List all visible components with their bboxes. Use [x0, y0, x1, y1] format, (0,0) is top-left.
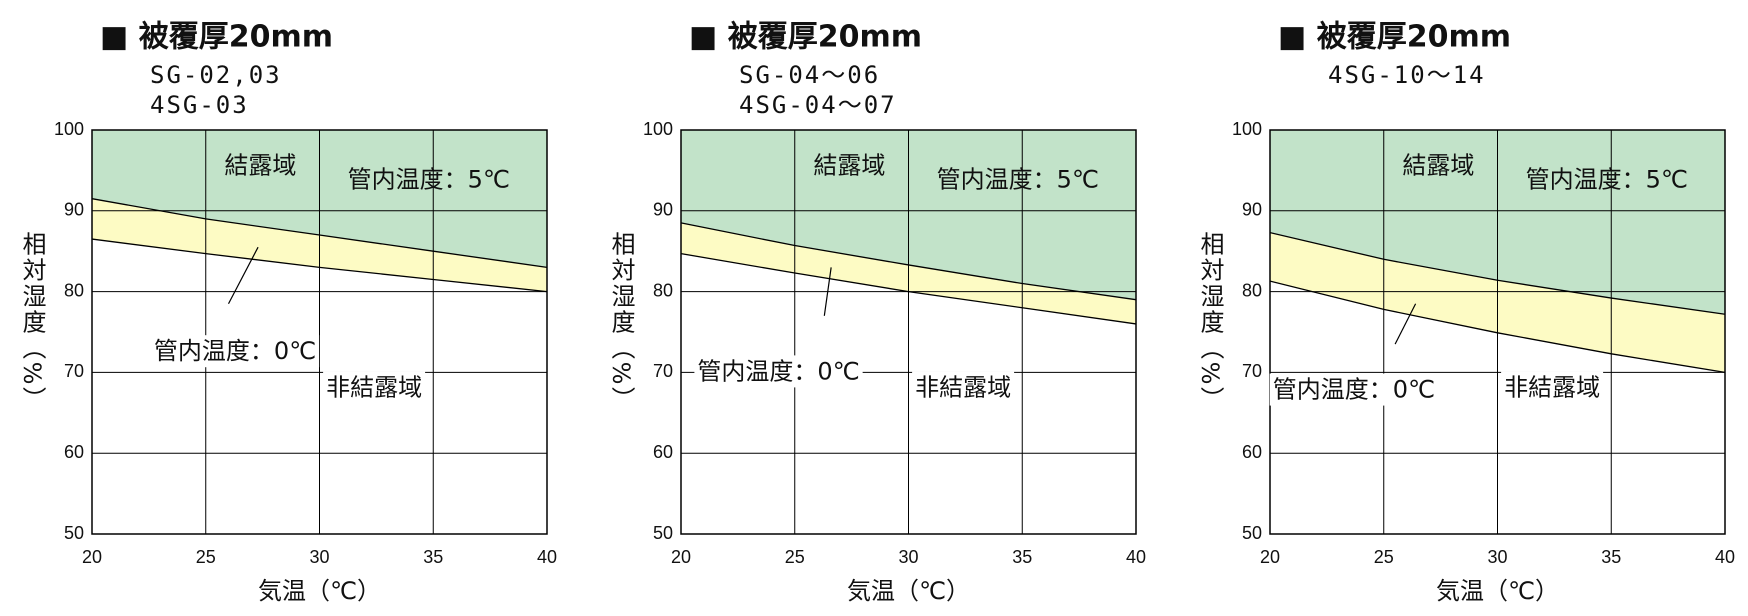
series-label: 管内温度：5℃ [348, 166, 510, 194]
region-label: 結露域 [813, 151, 885, 179]
chart-title: ■ 被覆厚20mm [100, 20, 333, 55]
series-label: 管内温度：5℃ [937, 166, 1099, 194]
y-tick-label: 100 [54, 119, 84, 139]
curve [680, 252, 1137, 325]
x-tick-label: 35 [1601, 547, 1621, 567]
pointer [227, 246, 259, 304]
plot-frame [1269, 129, 1726, 535]
plot-frame [91, 129, 548, 535]
chart: ■ 被覆厚20mm 4SG-10～14 50 60 70 80 90 100 20 25 30 35 4… [1196, 20, 1735, 606]
x-axis-label: 気温（℃） [847, 577, 970, 605]
x-tick-label: 40 [1126, 547, 1146, 567]
pointer [823, 267, 832, 316]
curve [91, 238, 548, 293]
x-tick-label: 40 [537, 547, 557, 567]
chart-title: ■ 被覆厚20mm [689, 20, 922, 55]
y-tick-label: 70 [1242, 361, 1262, 381]
y-axis-label: 相対湿度（%） [607, 232, 635, 413]
y-tick-label: 90 [64, 200, 84, 220]
chart-subtitle: SG-02,03 [150, 61, 282, 89]
region-label: 結露域 [1402, 151, 1474, 179]
series-label: 管内温度：5℃ [1526, 166, 1688, 194]
chart-subtitle: 4SG-03 [150, 91, 249, 119]
x-tick-label: 20 [82, 547, 102, 567]
label-bg [150, 335, 320, 368]
y-tick-label: 90 [653, 200, 673, 220]
y-tick-label: 50 [1242, 523, 1262, 543]
region-label: 非結露域 [1504, 374, 1600, 402]
y-axis-label: 相対湿度（%） [1196, 232, 1224, 413]
label-bg [323, 371, 426, 404]
series-label: 管内温度：0℃ [154, 337, 316, 365]
curve [680, 222, 1137, 301]
chart-subtitle: SG-04～06 [739, 61, 880, 89]
x-tick-label: 40 [1715, 547, 1735, 567]
x-tick-label: 25 [1374, 547, 1394, 567]
y-tick-label: 50 [64, 523, 84, 543]
x-tick-label: 30 [898, 547, 918, 567]
curve [1269, 231, 1726, 315]
x-tick-label: 35 [1012, 547, 1032, 567]
y-tick-label: 60 [1242, 442, 1262, 462]
curve [1269, 280, 1726, 374]
y-tick-label: 100 [643, 119, 673, 139]
chart-subtitle: 4SG-10～14 [1328, 61, 1486, 89]
series-label: 管内温度：0℃ [1273, 376, 1435, 404]
curve [91, 198, 548, 269]
y-tick-label: 60 [64, 442, 84, 462]
x-tick-label: 20 [671, 547, 691, 567]
x-tick-label: 25 [196, 547, 216, 567]
chart-subtitle: 4SG-04～07 [739, 91, 897, 119]
x-tick-label: 25 [785, 547, 805, 567]
plot-frame [680, 129, 1137, 535]
x-axis-label: 気温（℃） [258, 577, 381, 605]
y-tick-label: 70 [653, 361, 673, 381]
x-tick-label: 20 [1260, 547, 1280, 567]
region-label: 非結露域 [915, 374, 1011, 402]
label-bg [1269, 373, 1438, 406]
y-tick-label: 60 [653, 442, 673, 462]
y-tick-label: 80 [1242, 280, 1262, 300]
x-tick-label: 30 [309, 547, 329, 567]
region-label: 非結露域 [326, 374, 422, 402]
label-bg [912, 371, 1015, 404]
x-tick-label: 30 [1487, 547, 1507, 567]
pointer [1394, 303, 1417, 345]
y-tick-label: 70 [64, 361, 84, 381]
label-bg [1501, 371, 1604, 404]
y-axis-label: 相対湿度（%） [18, 232, 46, 413]
y-tick-label: 80 [653, 280, 673, 300]
y-tick-label: 50 [653, 523, 673, 543]
y-tick-label: 80 [64, 280, 84, 300]
y-tick-label: 100 [1232, 119, 1262, 139]
y-tick-label: 90 [1242, 200, 1262, 220]
region-label: 結露域 [224, 151, 296, 179]
x-axis-label: 気温（℃） [1436, 577, 1559, 605]
label-bg [694, 355, 863, 388]
series-label: 管内温度：0℃ [697, 357, 859, 385]
x-tick-label: 35 [423, 547, 443, 567]
chart-title: ■ 被覆厚20mm [1278, 20, 1511, 55]
